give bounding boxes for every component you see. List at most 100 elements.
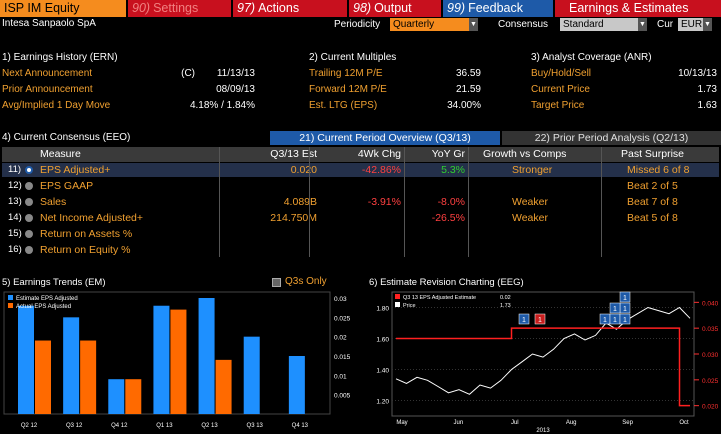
- row-number: 12): [8, 180, 22, 191]
- col-growth-vs-comps[interactable]: Growth vs Comps: [483, 148, 567, 160]
- table-row[interactable]: 16) Return on Equity %: [2, 243, 719, 257]
- row-radio[interactable]: [25, 198, 33, 206]
- col-yoy[interactable]: YoY Gr: [431, 148, 465, 160]
- legend-swatch: [8, 295, 13, 300]
- trailing-pe-label: Trailing 12M P/E: [309, 68, 383, 79]
- col-est[interactable]: Q3/13 Est: [270, 148, 317, 160]
- settings-menu[interactable]: 90) Settings: [128, 0, 231, 17]
- x-tick-label: Q2 12: [21, 423, 38, 429]
- currency-label: Cur: [657, 19, 674, 30]
- col-divider: [468, 147, 469, 257]
- y-right-tick-label: 0.025: [702, 378, 719, 385]
- row-number: 11): [8, 164, 22, 175]
- past-surprise-cell: Missed 6 of 8: [627, 164, 690, 176]
- row-radio[interactable]: [25, 246, 33, 254]
- actions-num: 97): [237, 1, 256, 15]
- forward-pe-label: Forward 12M P/E: [309, 84, 387, 95]
- row-radio[interactable]: [25, 214, 33, 222]
- legend-swatch: [8, 303, 13, 308]
- consensus-title[interactable]: 4) Current Consensus (EEO): [2, 132, 131, 143]
- legend-entry: Q3 13 EPS Adjusted Estimate: [403, 295, 476, 301]
- forward-pe-value: 21.59: [455, 84, 481, 95]
- q3s-only-checkbox[interactable]: [272, 278, 281, 287]
- estimate-cell: 0.020: [290, 164, 317, 176]
- growth-vs-comps-cell: Weaker: [512, 196, 548, 208]
- x-tick-label: Q4 13: [292, 423, 309, 429]
- estimate-revision-chart: 1.80 1.60 1.40 1.20 0.040 0.035 0.030 0.025 0.02…: [376, 291, 719, 434]
- bar: [63, 317, 80, 414]
- change-cell: -3.91%: [367, 196, 401, 208]
- bar: [35, 340, 51, 414]
- y-tick-label: 0.02: [334, 335, 347, 342]
- measure-cell: EPS GAAP: [40, 180, 94, 192]
- row-number: 16): [8, 244, 22, 255]
- legend-swatch: [395, 302, 400, 307]
- price-line: [395, 306, 691, 395]
- event-marker-label: 1: [613, 317, 617, 324]
- row-radio[interactable]: [25, 182, 33, 190]
- toolbar: ISP IM Equity 90) Settings 97) Actions 98)…: [0, 0, 721, 17]
- ticker-field[interactable]: ISP IM Equity: [0, 0, 126, 17]
- earnings-trends-title[interactable]: 5) Earnings Trends (EM): [2, 277, 106, 288]
- table-row[interactable]: 12) EPS GAAP Beat 2 of 5: [2, 179, 719, 193]
- ltg-value: 34.00%: [447, 100, 481, 111]
- consensus-select[interactable]: Standard ▼: [560, 18, 647, 31]
- bhs-value: 10/13/13: [678, 68, 717, 79]
- y-tick-label: 0.03: [334, 296, 347, 303]
- row-number: 15): [8, 228, 22, 239]
- tab-current-period[interactable]: 21) Current Period Overview (Q3/13): [270, 131, 500, 145]
- periodicity-label: Periodicity: [334, 19, 381, 30]
- measure-cell: Return on Equity %: [40, 244, 131, 256]
- chevron-down-icon: ▼: [703, 18, 712, 31]
- earnings-history-title[interactable]: 1) Earnings History (ERN): [2, 52, 118, 63]
- estimate-revision-title[interactable]: 6) Estimate Revision Charting (EEG): [369, 277, 524, 288]
- x-tick-label: May: [396, 420, 407, 426]
- table-row[interactable]: 11) EPS Adjusted+ 0.020 -42.86% 5.3% Stronger…: [2, 163, 719, 177]
- y-right-tick-label: 0.020: [702, 404, 719, 411]
- next-announcement-value: 11/13/13: [216, 68, 255, 79]
- event-marker: [518, 313, 530, 325]
- header-bar: Intesa Sanpaolo SpA Periodicity Quarterl…: [0, 18, 721, 32]
- x-tick-label: Aug: [566, 420, 577, 426]
- bar: [153, 305, 170, 414]
- function-title: Earnings & Estimates: [555, 0, 721, 17]
- analyst-coverage-title[interactable]: 3) Analyst Coverage (ANR): [531, 52, 652, 63]
- tab-prior-period[interactable]: 22) Prior Period Analysis (Q2/13): [502, 131, 721, 145]
- y-tick-label: 0.01: [334, 373, 347, 380]
- table-row[interactable]: 13) Sales 4.089B -3.91% -8.0% Weaker Beat 7 of…: [2, 195, 719, 209]
- actions-menu[interactable]: 97) Actions: [233, 0, 347, 17]
- col-past-surprise[interactable]: Past Surprise: [621, 148, 685, 160]
- col-4wk-chg[interactable]: 4Wk Chg: [357, 148, 401, 160]
- row-radio[interactable]: [25, 166, 33, 174]
- row-number: 13): [8, 196, 22, 207]
- event-marker: [534, 313, 546, 325]
- x-tick-label: Oct: [679, 420, 689, 426]
- table-row[interactable]: 14) Net Income Adjusted+ 214.750M -26.5% Wea…: [2, 211, 719, 225]
- row-radio[interactable]: [25, 230, 33, 238]
- next-announcement-flag: (C): [181, 68, 195, 79]
- current-multiples-title[interactable]: 2) Current Multiples: [309, 52, 397, 63]
- feedback-button[interactable]: 99) Feedback: [443, 0, 553, 17]
- col-measure[interactable]: Measure: [40, 148, 81, 160]
- x-tick-label: Q3 12: [66, 423, 83, 429]
- periodicity-select[interactable]: Quarterly ▼: [390, 18, 478, 31]
- measure-cell: Sales: [40, 196, 67, 208]
- output-menu[interactable]: 98) Output: [349, 0, 441, 17]
- event-marker: [609, 302, 621, 314]
- event-marker-label: 1: [603, 317, 607, 324]
- bar: [198, 298, 215, 414]
- legend-value: 1.73: [500, 303, 511, 309]
- x-year-label: 2013: [536, 428, 550, 434]
- legend-swatch: [395, 294, 400, 299]
- table-row[interactable]: 15) Return on Assets %: [2, 227, 719, 241]
- x-tick-label: Q3 13: [247, 423, 264, 429]
- current-price-label: Current Price: [531, 84, 590, 95]
- q3s-only-label: Q3s Only: [285, 276, 327, 287]
- implied-move-label: Avg/Implied 1 Day Move: [2, 100, 111, 111]
- bar: [243, 336, 260, 414]
- bar: [288, 356, 305, 414]
- estimate-cell: 4.089B: [283, 196, 317, 208]
- yoy-cell: -26.5%: [431, 212, 465, 224]
- actions-label: Actions: [258, 1, 300, 15]
- currency-select[interactable]: EUR ▼: [678, 18, 712, 31]
